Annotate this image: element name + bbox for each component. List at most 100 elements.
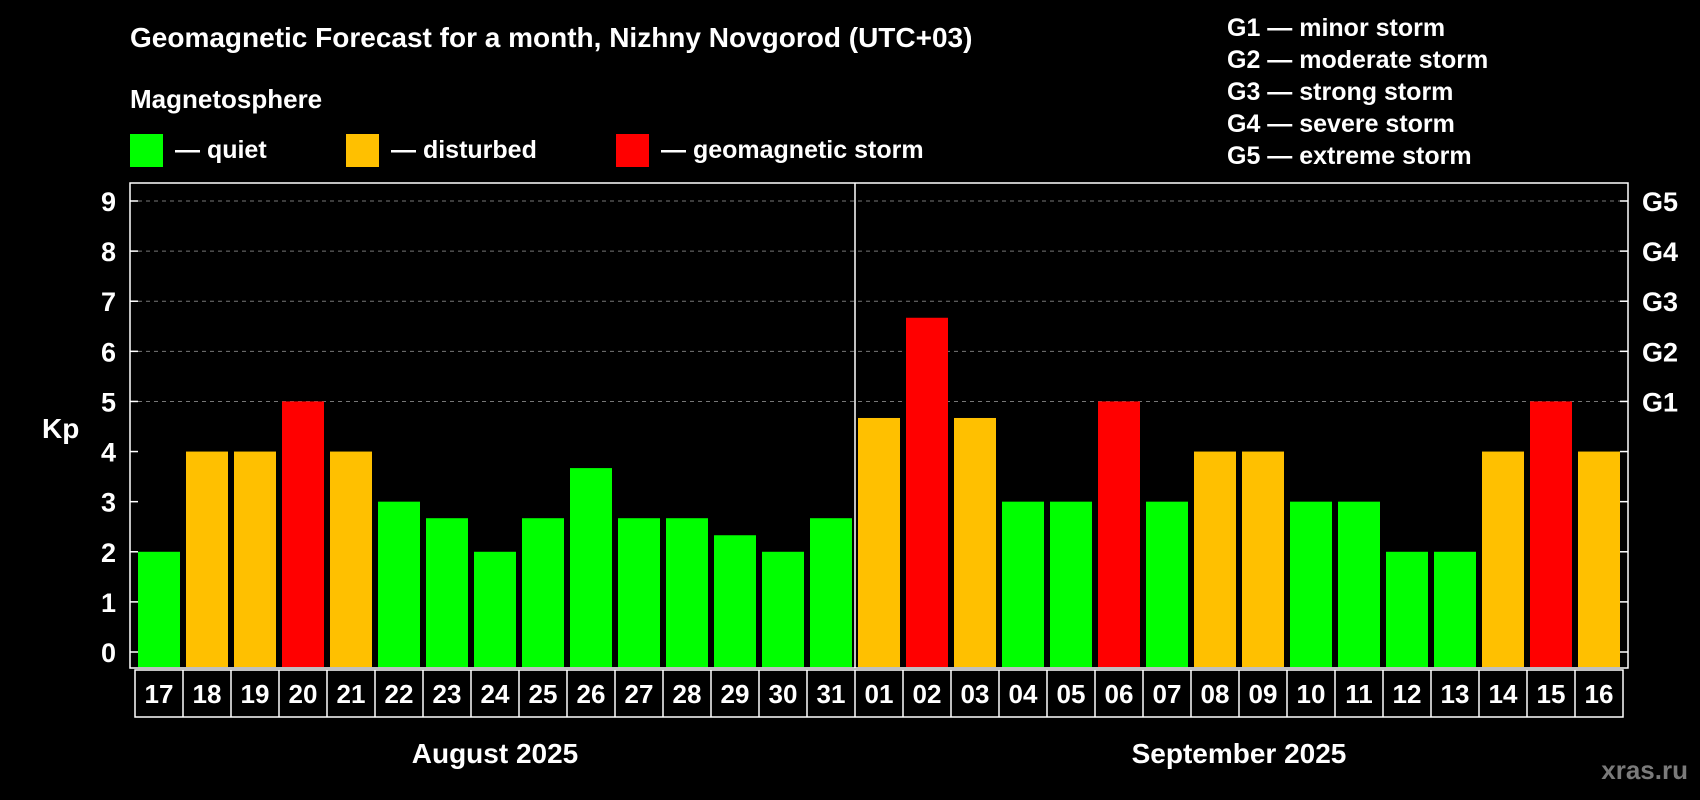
- day-label-15: 15: [1537, 679, 1566, 709]
- ytick-label-4: 4: [101, 438, 116, 468]
- day-label-16: 16: [1585, 679, 1614, 709]
- day-label-08: 08: [1201, 679, 1230, 709]
- ytick-label-9: 9: [101, 187, 116, 217]
- bar-17: [138, 551, 180, 667]
- storm-level-g5: G5 — extreme storm: [1227, 142, 1472, 170]
- storm-level-legend: G1 — minor storm G2 — moderate storm G3 …: [1227, 12, 1488, 172]
- ytick-label-0: 0: [101, 638, 116, 668]
- ytick-label-1: 1: [101, 588, 116, 618]
- bar-23: [426, 518, 468, 667]
- legend-heading: Magnetosphere: [130, 84, 323, 114]
- right-axis-label-g2: G2: [1642, 337, 1678, 367]
- day-label-22: 22: [385, 679, 414, 709]
- right-axis-label-g4: G4: [1642, 237, 1678, 267]
- bar-09: [1242, 451, 1284, 667]
- bar-15: [1530, 401, 1572, 667]
- bar-25: [522, 518, 564, 667]
- month-label-0: August 2025: [412, 738, 579, 769]
- bar-02: [906, 317, 948, 667]
- day-label-05: 05: [1057, 679, 1086, 709]
- right-axis-label-g1: G1: [1642, 387, 1678, 417]
- bar-21: [330, 451, 372, 667]
- day-label-24: 24: [481, 679, 510, 709]
- right-axis-label-g5: G5: [1642, 187, 1678, 217]
- day-label-06: 06: [1105, 679, 1134, 709]
- day-label-18: 18: [193, 679, 222, 709]
- legend-disturbed: — disturbed: [346, 133, 537, 167]
- bar-31: [810, 518, 852, 667]
- bar-04: [1002, 501, 1044, 667]
- day-label-25: 25: [529, 679, 558, 709]
- ytick-label-6: 6: [101, 337, 116, 367]
- bar-07: [1146, 501, 1188, 667]
- day-label-11: 11: [1345, 679, 1373, 709]
- bar-27: [618, 518, 660, 667]
- bar-28: [666, 518, 708, 667]
- bar-14: [1482, 451, 1524, 667]
- day-label-29: 29: [721, 679, 750, 709]
- legend-label-quiet: — quiet: [175, 135, 267, 164]
- legend-quiet: — quiet: [130, 133, 267, 167]
- day-label-31: 31: [817, 679, 846, 709]
- chart-title: Geomagnetic Forecast for a month, Nizhny…: [130, 22, 973, 53]
- right-axis-label-g3: G3: [1642, 287, 1678, 317]
- day-label-02: 02: [913, 679, 942, 709]
- bar-13: [1434, 551, 1476, 667]
- y-axis-label: Kp: [42, 413, 79, 444]
- bar-19: [234, 451, 276, 667]
- ytick-label-2: 2: [101, 538, 116, 568]
- day-label-07: 07: [1153, 679, 1182, 709]
- bar-12: [1386, 551, 1428, 667]
- ytick-label-5: 5: [101, 387, 116, 417]
- day-label-04: 04: [1009, 679, 1038, 709]
- bar-22: [378, 501, 420, 667]
- bar-24: [474, 551, 516, 667]
- bar-16: [1578, 451, 1620, 667]
- legend-swatch-disturbed: [346, 133, 379, 167]
- day-label-28: 28: [673, 679, 702, 709]
- day-label-20: 20: [289, 679, 318, 709]
- bar-26: [570, 468, 612, 667]
- bar-10: [1290, 501, 1332, 667]
- ytick-label-3: 3: [101, 488, 116, 518]
- legend-swatch-storm: [616, 133, 649, 167]
- day-label-03: 03: [961, 679, 990, 709]
- bar-18: [186, 451, 228, 667]
- bar-30: [762, 551, 804, 667]
- bar-11: [1338, 501, 1380, 667]
- day-label-19: 19: [241, 679, 270, 709]
- day-label-01: 01: [865, 679, 894, 709]
- day-label-14: 14: [1489, 679, 1518, 709]
- bar-20: [282, 401, 324, 667]
- bar-06: [1098, 401, 1140, 667]
- storm-level-g4: G4 — severe storm: [1227, 110, 1455, 138]
- day-label-09: 09: [1249, 679, 1278, 709]
- ytick-label-7: 7: [101, 287, 116, 317]
- legend-swatch-quiet: [130, 133, 163, 167]
- legend-label-disturbed: — disturbed: [391, 135, 537, 164]
- day-label-21: 21: [337, 679, 366, 709]
- day-label-13: 13: [1441, 679, 1470, 709]
- bar-29: [714, 535, 756, 667]
- day-label-17: 17: [145, 679, 174, 709]
- ytick-label-8: 8: [101, 237, 116, 267]
- day-label-27: 27: [625, 679, 654, 709]
- watermark: xras.ru: [1601, 755, 1688, 785]
- plot-frame: [129, 182, 1629, 669]
- bar-01: [858, 417, 900, 667]
- day-label-30: 30: [769, 679, 798, 709]
- day-label-10: 10: [1297, 679, 1326, 709]
- storm-level-g1: G1 — minor storm: [1227, 14, 1446, 42]
- bar-05: [1050, 501, 1092, 667]
- day-label-26: 26: [577, 679, 606, 709]
- legend-label-storm: — geomagnetic storm: [661, 135, 924, 164]
- day-label-12: 12: [1393, 679, 1422, 709]
- month-label-1: September 2025: [1132, 738, 1347, 769]
- day-label-strip: [134, 669, 1624, 718]
- day-label-23: 23: [433, 679, 462, 709]
- storm-level-g3: G3 — strong storm: [1227, 78, 1454, 106]
- bar-03: [954, 417, 996, 667]
- storm-level-g2: G2 — moderate storm: [1227, 46, 1489, 74]
- bar-08: [1194, 451, 1236, 667]
